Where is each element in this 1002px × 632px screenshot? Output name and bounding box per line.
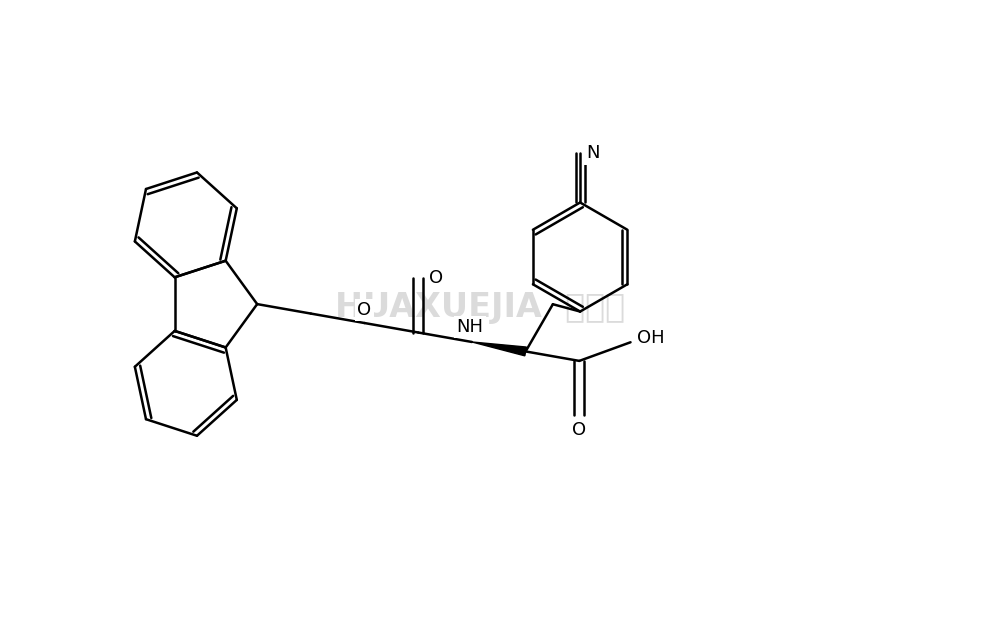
Text: O: O	[572, 422, 586, 439]
Polygon shape	[472, 342, 526, 356]
Text: O: O	[429, 269, 443, 287]
Text: OH: OH	[636, 329, 663, 348]
Text: NH: NH	[456, 318, 483, 336]
Text: N: N	[586, 145, 599, 162]
Text: O: O	[357, 301, 371, 319]
Text: HUAXUEJIA  化学加: HUAXUEJIA 化学加	[335, 291, 624, 324]
